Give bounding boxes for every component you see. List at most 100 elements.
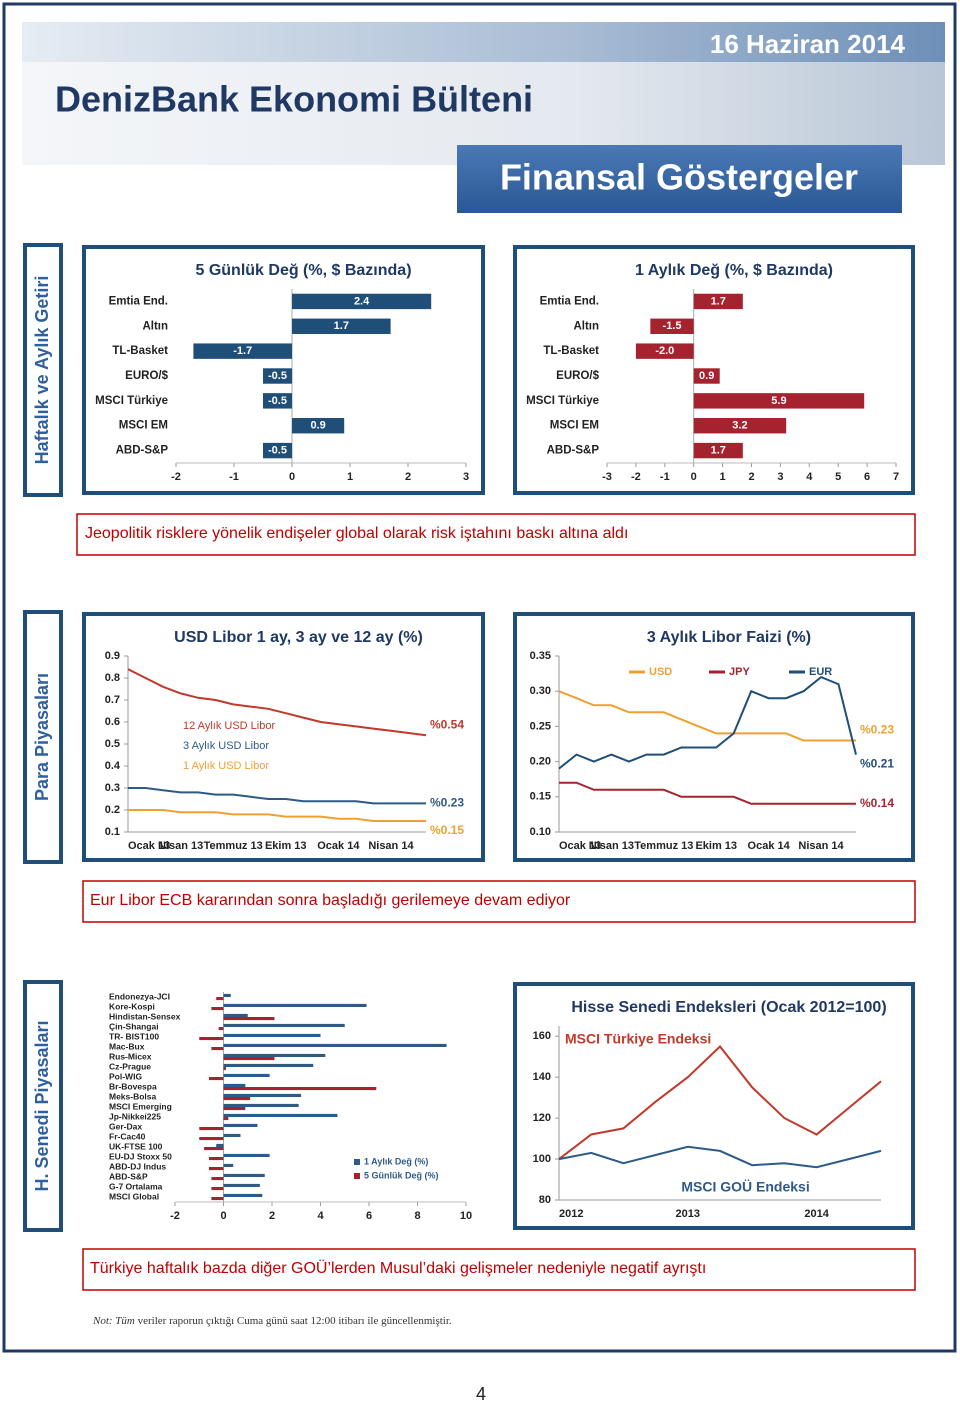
category-label: Fr-Cac40 [109,1131,146,1141]
value-label: 1.7 [334,320,349,332]
bar [223,1153,270,1157]
category-label: Altın [573,320,599,332]
x-tick-label: 6 [366,1210,372,1222]
header-date: 16 Haziran 2014 [710,29,906,59]
note: Not: Tüm veriler raporun çıktığı Cuma gü… [92,1315,452,1327]
x-tick-label: 2014 [804,1208,829,1220]
x-tick-label: Ocak 14 [317,840,360,852]
value-label: -0.5 [268,370,287,382]
chart-title: USD Libor 1 ay, 3 ay ve 12 ay (%) [174,629,423,646]
x-tick-label: Nisan 13 [589,840,634,852]
legend-label: 3 Aylık USD Libor [183,740,269,752]
side-label: H. Senedi Piyasaları [32,1020,52,1191]
x-tick-label: 3 [777,471,783,483]
header-strip [22,22,945,62]
category-label: ABD-DJ Indus [109,1161,166,1171]
x-tick-label: -1 [229,471,239,483]
category-label: Emtia End. [109,295,168,307]
y-tick-label: 0.3 [105,782,120,794]
category-label: Cz-Prague [109,1061,151,1071]
bar [223,1183,260,1187]
annotation: %0.23 [860,723,894,737]
x-tick-label: 0 [220,1210,226,1222]
annotation: %0.23 [430,796,464,810]
category-label: G-7 Ortalama [109,1181,163,1191]
legend-label: 12 Aylık USD Libor [183,720,275,732]
x-tick-label: 2 [269,1210,275,1222]
category-label: Kore-Kospi [109,1001,155,1011]
x-tick-label: -2 [171,471,181,483]
bar [208,1167,224,1171]
y-tick-label: 0.4 [105,760,121,772]
value-label: 5.9 [771,395,786,407]
category-label: Altın [142,320,168,332]
x-tick-label: -2 [631,471,641,483]
x-tick-label: 2 [748,471,754,483]
y-tick-label: 0.5 [105,738,120,750]
bar [223,1023,345,1027]
bar [223,1013,248,1017]
legend-swatch [354,1173,360,1179]
value-label: -2.0 [655,345,674,357]
bar [223,1133,241,1137]
value-label: -0.5 [268,444,287,456]
bar [223,1107,246,1111]
bar [199,1137,224,1141]
bar [204,1147,224,1151]
category-label: Ger-Dax [109,1121,142,1131]
x-tick-label: Temmuz 13 [204,840,263,852]
y-tick-label: 0.35 [530,650,551,662]
value-label: 3.2 [732,420,747,432]
bar [223,1063,314,1067]
chart-title: Hisse Senedi Endeksleri (Ocak 2012=100) [571,999,886,1016]
legend-label: 1 Aylık Değ (%) [364,1156,428,1166]
bar [263,442,292,459]
bar [223,1043,447,1047]
bar [211,1007,224,1011]
bar [223,993,231,997]
category-label: Mac-Bux [109,1041,145,1051]
y-tick-label: 140 [533,1071,551,1083]
bar [223,1067,226,1071]
caption: Türkiye haftalık bazda diğer GOÜ’lerden … [90,1259,706,1277]
bar [223,1093,302,1097]
value-label: -0.5 [268,395,287,407]
chart-title: 1 Aylık Değ (%, $ Bazında) [635,262,833,279]
bar [223,1113,338,1117]
bar [193,343,292,359]
y-tick-label: 0.20 [530,756,551,768]
side-label: Haftalık ve Aylık Getiri [32,276,52,465]
x-tick-label: 2013 [676,1208,700,1220]
chart-title: 5 Günlük Değ (%, $ Bazında) [195,262,411,279]
value-label: 1.7 [711,295,726,307]
caption: Jeopolitik risklere yönelik endişeler gl… [85,525,628,542]
category-label: EURO/$ [556,370,599,382]
bar [211,1197,224,1201]
y-tick-label: 0.10 [530,826,551,838]
caption: Eur Libor ECB kararından sonra başladığı… [90,892,571,909]
x-tick-label: -2 [170,1210,180,1222]
legend-label: 1 Aylık USD Libor [183,760,269,772]
x-tick-label: Ocak 14 [748,840,791,852]
bar [223,1173,265,1177]
bar [263,393,292,409]
x-tick-label: Nisan 13 [158,840,203,852]
page-number: 4 [476,1384,486,1403]
bar [223,1003,367,1007]
bar [216,997,224,1001]
bar [218,1027,224,1031]
bar [223,1053,326,1057]
x-tick-label: 2 [405,471,411,483]
side-label: Para Piyasaları [32,673,52,801]
category-label: Emtia End. [540,295,599,307]
bar [693,418,787,434]
x-tick-label: -1 [660,471,670,483]
category-label: MSCI Türkiye [526,395,599,407]
x-tick-label: 2012 [559,1208,583,1220]
value-label: -1.5 [663,320,682,332]
category-label: ABD-S&P [547,445,600,457]
caption-box [82,880,916,923]
value-label: 0.9 [699,370,714,382]
category-label: MSCI Emerging [109,1101,172,1111]
